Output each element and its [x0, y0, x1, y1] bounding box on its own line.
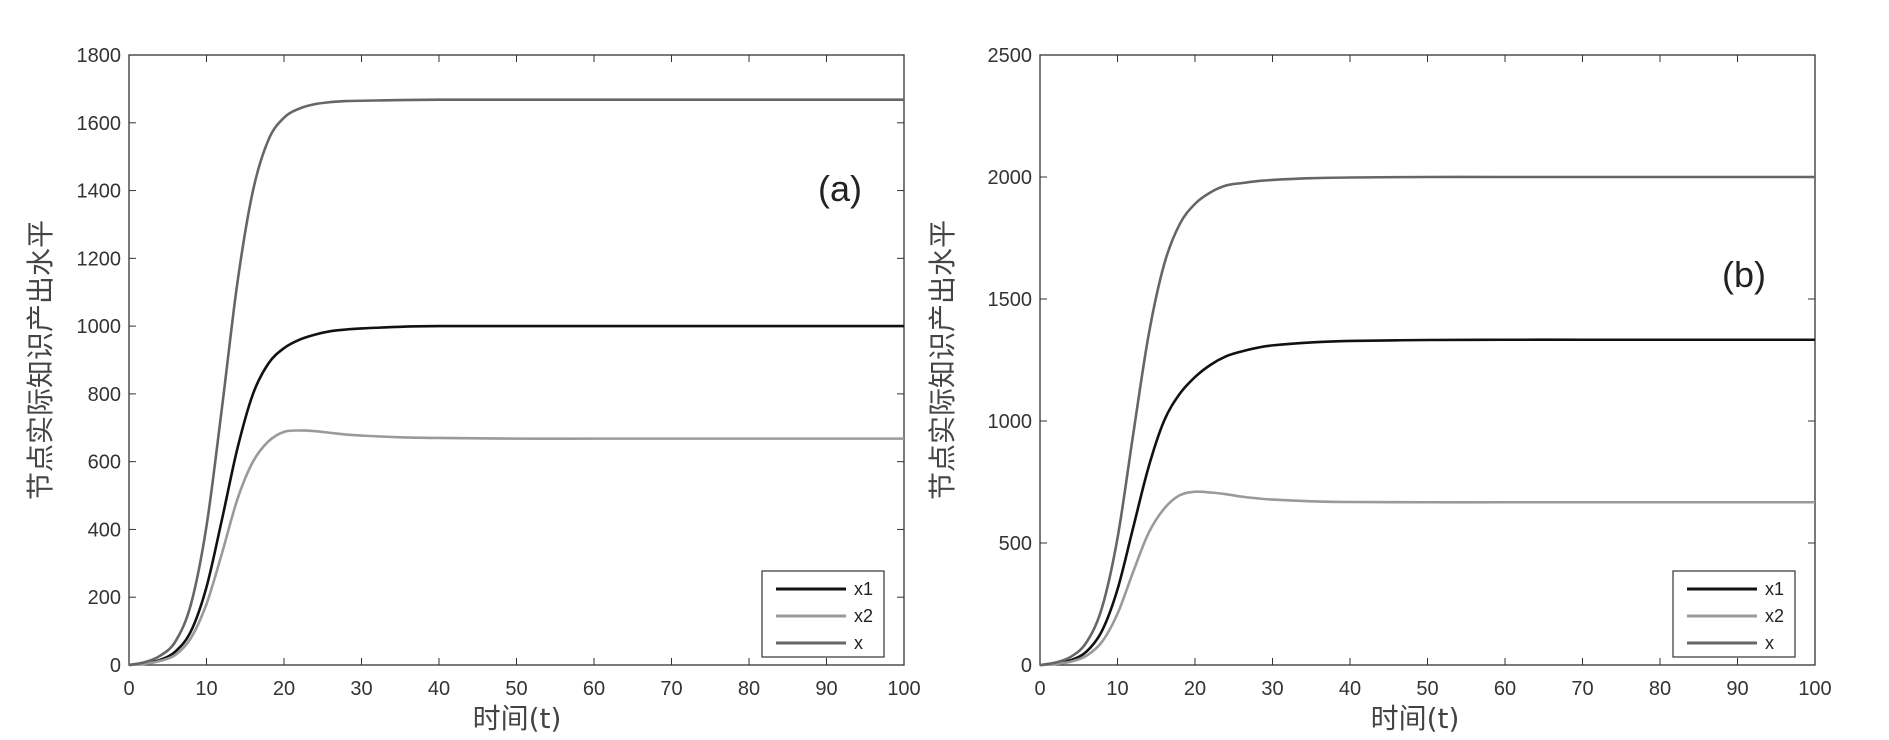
y-tick-label: 500 — [999, 533, 1032, 555]
x-tick-label: 30 — [1261, 678, 1283, 700]
x-tick-label: 40 — [428, 678, 450, 700]
series-line-x2 — [128, 429, 904, 667]
series-line-x1 — [128, 324, 904, 667]
y-tick-label: 400 — [88, 519, 121, 541]
x-tick-label: 0 — [123, 678, 134, 700]
panel-label-a: (a) — [818, 168, 862, 209]
x-tick-label: 90 — [815, 678, 837, 700]
y-tick-label: 1200 — [77, 248, 122, 270]
chart-panel-b: 0 10 20 30 40 50 60 70 80 90 100050010001500200025… — [926, 45, 1832, 735]
y-tick-label: 200 — [88, 587, 121, 609]
series-line-x — [128, 98, 904, 667]
legend-label-x1: x1 — [1765, 579, 1784, 599]
x-tick-label: 20 — [273, 678, 295, 700]
x-tick-label: 60 — [583, 678, 605, 700]
x-tick-label: 70 — [660, 678, 682, 700]
plot-area-b: 0 10 20 30 40 50 60 70 80 90 100050010001500200025… — [988, 45, 1832, 700]
x-tick-label: 10 — [1106, 678, 1128, 700]
x-tick-label: 100 — [1798, 678, 1831, 700]
series-line-x2 — [1039, 490, 1815, 667]
y-tick-label: 1000 — [77, 316, 122, 338]
x-tick-label: 50 — [505, 678, 527, 700]
y-tick-label: 0 — [1021, 655, 1032, 677]
y-tick-label: 800 — [88, 384, 121, 406]
legend-label-x2: x2 — [854, 606, 873, 626]
plot-area-a: 0 10 20 30 40 50 60 70 80 90 100020040060080010001… — [77, 45, 921, 700]
y-tick-label: 1800 — [77, 45, 122, 67]
y-tick-label: 1400 — [77, 181, 122, 203]
y-axis-label-b: 节点实际知识产出水平 — [926, 220, 959, 500]
x-tick-label: 10 — [195, 678, 217, 700]
series-line-x1 — [1039, 338, 1815, 667]
x-axis-label-b: 时间(t) — [1371, 702, 1460, 735]
x-tick-label: 50 — [1416, 678, 1438, 700]
x-tick-label: 40 — [1339, 678, 1361, 700]
y-axis-label-a: 节点实际知识产出水平 — [24, 220, 57, 500]
x-tick-label: 80 — [738, 678, 760, 700]
x-tick-label: 80 — [1649, 678, 1671, 700]
x-tick-label: 20 — [1184, 678, 1206, 700]
x-tick-label: 30 — [350, 678, 372, 700]
x-tick-label: 0 — [1034, 678, 1045, 700]
legend-label-x1: x1 — [854, 579, 873, 599]
legend: x1 x2 x — [1672, 570, 1796, 658]
x-tick-label: 60 — [1494, 678, 1516, 700]
legend-label-x: x — [1765, 633, 1774, 653]
y-tick-label: 600 — [88, 452, 121, 474]
y-tick-label: 0 — [110, 655, 121, 677]
legend-label-x: x — [854, 633, 863, 653]
y-tick-label: 1600 — [77, 113, 122, 135]
x-tick-label: 70 — [1571, 678, 1593, 700]
y-tick-label: 2000 — [988, 167, 1033, 189]
x-tick-label: 90 — [1726, 678, 1748, 700]
legend-label-x2: x2 — [1765, 606, 1784, 626]
panel-label-b: (b) — [1722, 254, 1766, 295]
y-tick-label: 1000 — [988, 411, 1033, 433]
series-line-x — [1039, 175, 1815, 667]
y-tick-label: 2500 — [988, 45, 1033, 67]
y-tick-label: 1500 — [988, 289, 1033, 311]
chart-panel-a: 0 10 20 30 40 50 60 70 80 90 100020040060080010001… — [24, 45, 921, 735]
legend: x1 x2 x — [761, 570, 885, 658]
x-tick-label: 100 — [887, 678, 920, 700]
x-axis-label-a: 时间(t) — [473, 702, 562, 735]
